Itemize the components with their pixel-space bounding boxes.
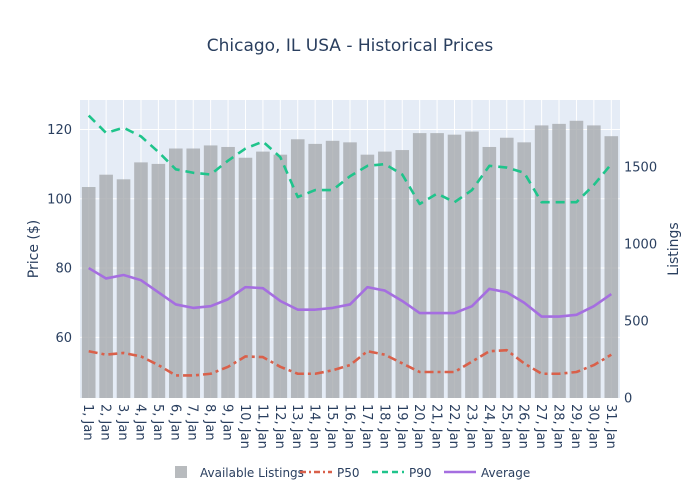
x-axis-ticks: 1, Jan 2, Jan 3, Jan 4, Jan 5, Jan 6, Jan 7, J… [80,404,618,449]
bar-25-jan [499,137,514,398]
bar-14-jan [308,143,322,398]
x-tick-label: 11, Jan [254,404,269,449]
y-tick-label: 100 [47,192,72,207]
bar-15-jan [325,140,340,398]
x-tick-label: 6, Jan [167,404,182,441]
bar-5-jan [151,163,166,398]
x-tick-label: 22, Jan [446,404,461,449]
x-tick-label: 23, Jan [463,404,478,449]
bar-29-jan [569,120,584,398]
bar-23-jan [465,131,479,399]
x-tick-label: 21, Jan [429,404,444,449]
bar-21-jan [430,133,444,398]
left-axis-ticks: 60 80 100 120 [47,123,72,346]
bar-31-jan [604,136,619,398]
chart-title: Chicago, IL USA - Historical Prices [207,36,494,56]
x-tick-label: 1, Jan [80,404,95,441]
line-p90 [87,114,613,206]
bar-series-listings [81,120,619,399]
right-axis-ticks: 0 500 1000 1500 [624,160,657,406]
bar-16-jan [343,142,357,398]
x-tick-label: 19, Jan [394,404,409,449]
left-axis-title: Price ($) [26,220,42,278]
legend-label-average: Average [481,466,530,480]
bar-17-jan [360,154,375,398]
legend-label-p50: P50 [337,466,360,480]
bar-11-jan [256,151,270,398]
right-axis-title: Listings [666,222,682,275]
y-tick-label: 60 [55,331,72,346]
legend: Available Listings P50 P90 Average [175,466,530,480]
legend-swatch-available-listings [175,466,187,478]
x-tick-label: 31, Jan [603,404,618,449]
x-tick-label: 24, Jan [481,404,496,449]
line-average [88,266,613,318]
x-tick-label: 16, Jan [342,404,357,449]
x-tick-label: 26, Jan [516,404,531,449]
bar-1-jan [81,187,96,398]
y-tick-label: 120 [47,123,72,138]
bar-7-jan [186,148,201,398]
bar-9-jan [221,146,235,398]
x-tick-label: 5, Jan [150,404,165,441]
bar-12-jan [273,154,288,398]
x-tick-label: 10, Jan [237,404,252,449]
y2-tick-label: 1000 [624,237,657,252]
bar-6-jan [169,148,183,398]
bar-8-jan [203,145,218,398]
legend-label-p90: P90 [409,466,432,480]
bar-30-jan [587,125,601,398]
bar-3-jan [116,179,131,398]
bar-22-jan [447,134,462,398]
x-tick-label: 13, Jan [289,404,304,449]
bar-26-jan [517,142,531,398]
bar-13-jan [290,139,305,399]
x-tick-label: 2, Jan [98,404,113,441]
x-tick-label: 12, Jan [272,404,287,449]
x-tick-label: 17, Jan [359,404,374,449]
x-tick-label: 4, Jan [132,404,147,441]
x-tick-label: 3, Jan [115,404,130,441]
y2-tick-label: 1500 [624,160,657,175]
bar-20-jan [412,133,427,398]
x-tick-label: 14, Jan [307,404,322,449]
bar-24-jan [482,146,497,398]
x-tick-label: 15, Jan [324,404,339,449]
x-tick-label: 29, Jan [568,404,583,449]
legend-label-available-listings: Available Listings [200,466,304,480]
x-tick-label: 8, Jan [202,404,217,441]
bar-10-jan [238,157,253,398]
bar-18-jan [378,151,392,398]
y2-tick-label: 0 [624,392,632,407]
bar-27-jan [534,125,549,398]
line-series [87,114,613,377]
x-tick-label: 30, Jan [585,404,600,449]
x-tick-label: 18, Jan [376,404,391,449]
y-tick-label: 80 [55,262,72,277]
bar-2-jan [99,174,113,398]
x-tick-label: 7, Jan [185,404,200,441]
y2-tick-label: 500 [624,314,649,329]
x-tick-label: 25, Jan [498,404,513,449]
bar-19-jan [395,150,410,398]
x-tick-label: 27, Jan [533,404,548,449]
bar-28-jan [552,123,566,399]
x-tick-label: 9, Jan [220,404,235,441]
x-tick-label: 20, Jan [411,404,426,449]
x-tick-label: 28, Jan [551,404,566,449]
